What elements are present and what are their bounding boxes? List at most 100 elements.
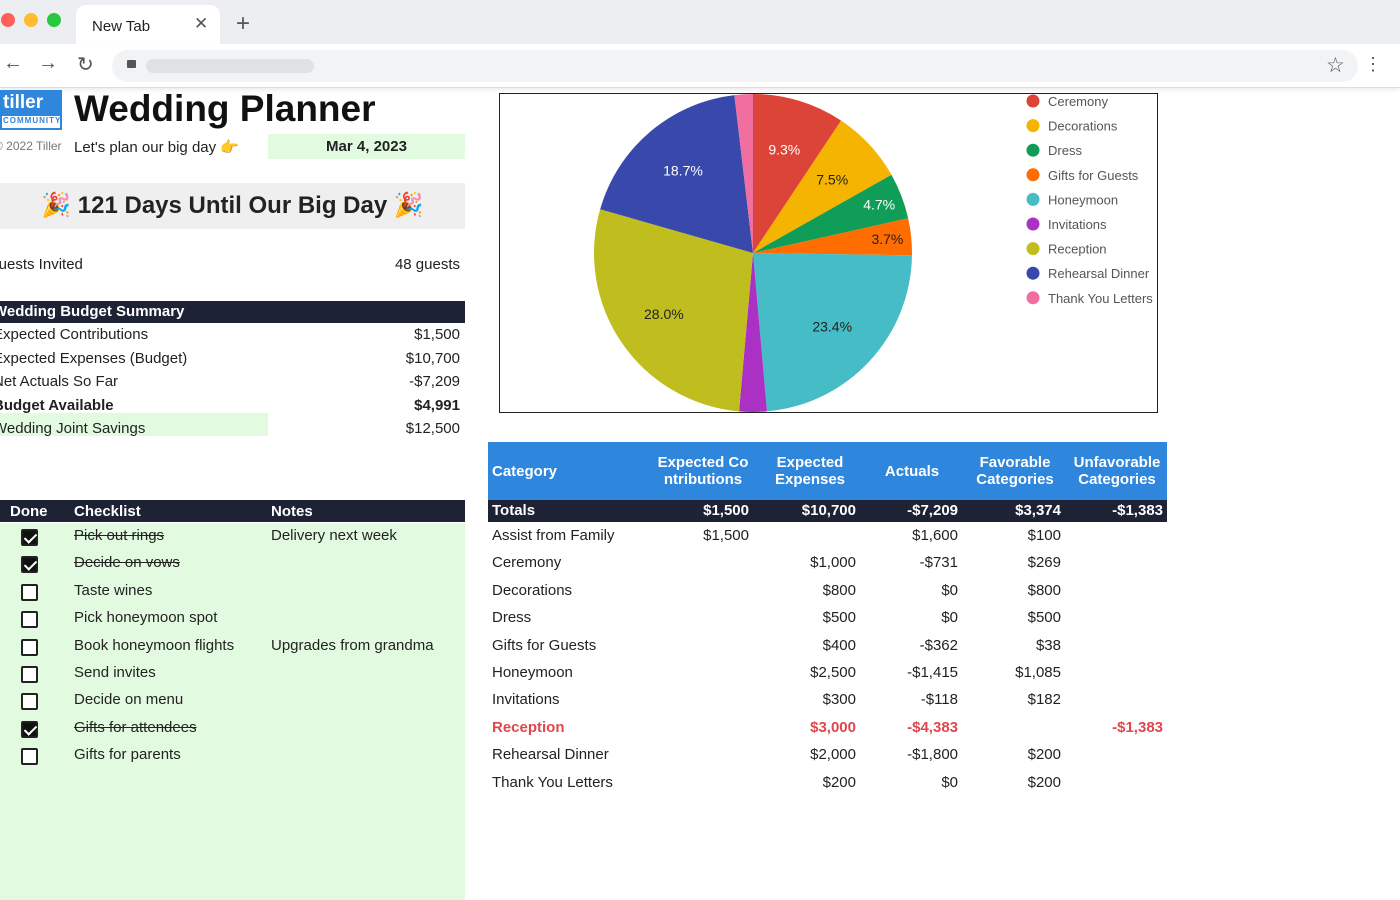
category-cell: Assist from Family (492, 527, 615, 544)
checklist-header: Done Checklist Notes (0, 500, 465, 522)
category-cell: Gifts for Guests (492, 636, 597, 654)
col-header-label: Unfavorable Categories (1073, 454, 1161, 488)
category-cell: Reception (492, 718, 565, 736)
checklist-note[interactable]: Delivery next week (271, 527, 397, 544)
category-cell: Decorations (492, 581, 573, 599)
done-checkbox[interactable] (21, 529, 38, 546)
guests-label: Guests Invited (0, 256, 83, 273)
table-cell: $500 (1027, 609, 1061, 627)
table-cell: $0 (941, 609, 958, 627)
checklist-task[interactable]: Gifts for attendees (74, 718, 197, 736)
totals-cell: -$7,209 (907, 502, 958, 519)
col-checklist: Checklist (74, 503, 141, 520)
pie-slice-gifts-for-guests[interactable] (753, 218, 912, 256)
expense-pie-chart: 9.3% 7.5% 4.7% 3.7% 23.4% 28.0% 18.7% Ceremony D… (499, 93, 1158, 413)
tab-title: New Tab (92, 18, 151, 35)
legend-label: Rehearsal Dinner (1048, 266, 1150, 281)
table-cell: $200 (1027, 773, 1061, 791)
table-cell: $38 (1035, 636, 1061, 654)
url-placeholder (146, 59, 314, 73)
col-header-label: Actuals (884, 462, 940, 480)
checklist-task[interactable]: Book honeymoon flights (74, 636, 235, 654)
table-cell: $1,000 (810, 554, 856, 572)
pie-slice-dress[interactable] (753, 174, 909, 253)
checklist-task[interactable]: Taste wines (74, 581, 153, 599)
address-bar[interactable] (112, 50, 1358, 82)
table-cell: -$1,383 (1112, 718, 1163, 736)
table-cell: $200 (1027, 746, 1061, 764)
legend-swatch (1026, 119, 1040, 133)
back-icon[interactable]: ← (3, 52, 23, 74)
legend-swatch (1026, 291, 1040, 305)
legend-label: Thank You Letters (1048, 291, 1153, 306)
totals-cell: $3,374 (1015, 502, 1061, 519)
col-header: Expected Expenses (760, 442, 860, 500)
pie-slice-invitations[interactable] (739, 253, 767, 412)
pie-slice-decorations[interactable] (753, 120, 892, 253)
done-checkbox[interactable] (21, 556, 38, 574)
table-cell: $100 (1027, 527, 1061, 544)
category-cell: Invitations (492, 691, 560, 709)
checklist-task[interactable]: Decide on menu (74, 691, 184, 709)
checklist-note[interactable]: Upgrades from grandma (271, 636, 434, 654)
maximize-window-button[interactable] (47, 13, 61, 27)
col-done: Done (10, 503, 48, 520)
countdown-banner: 🎉 121 Days Until Our Big Day 🎉 (0, 183, 465, 229)
checklist-task[interactable]: Pick out rings (74, 527, 165, 544)
pie-slice-rehearsal-dinner[interactable] (600, 95, 753, 253)
tiller-logo: tiller COMMUNITY (0, 90, 62, 130)
menu-icon[interactable]: ⋮ (1364, 54, 1382, 74)
guests-value: 48 guests (394, 256, 460, 273)
minimize-window-button[interactable] (24, 13, 38, 27)
close-tab-icon[interactable]: ✕ (194, 14, 209, 33)
legend-label: Gifts for Guests (1048, 168, 1139, 183)
close-window-button[interactable] (1, 13, 15, 27)
done-checkbox[interactable] (21, 666, 38, 683)
bookmark-star-icon[interactable]: ☆ (1326, 54, 1345, 77)
totals-row: Totals $1,500 $10,700 -$7,209 $3,374 -$1,383 (488, 500, 1167, 522)
table-cell: -$731 (919, 554, 958, 572)
table-cell: -$1,415 (907, 664, 958, 681)
done-checkbox[interactable] (21, 611, 38, 629)
budget-value: -$7,209 (409, 373, 460, 390)
table-cell: $0 (941, 581, 958, 599)
checklist-area (0, 523, 465, 900)
pie-slice-honeymoon[interactable] (753, 253, 912, 412)
budget-label: Expected Contributions (0, 326, 149, 343)
done-checkbox[interactable] (21, 748, 38, 766)
forward-icon[interactable]: → (38, 52, 58, 74)
pie-slice-ceremony[interactable] (753, 94, 842, 253)
totals-cell: Totals (492, 502, 536, 519)
checklist-task[interactable]: Gifts for parents (74, 746, 181, 764)
totals-cell: $10,700 (801, 502, 856, 519)
budget-value: $10,700 (405, 349, 460, 367)
pie-slice-reception[interactable] (594, 209, 753, 412)
done-checkbox[interactable] (21, 720, 38, 738)
budget-value: $1,500 (414, 326, 460, 343)
done-checkbox[interactable] (21, 638, 38, 656)
legend-swatch (1026, 94, 1040, 108)
date-cell[interactable]: Mar 4, 2023 (268, 134, 465, 159)
table-cell: $2,000 (810, 746, 856, 764)
reload-icon[interactable]: ↻ (77, 54, 94, 76)
legend-swatch (1026, 143, 1040, 157)
tab-bar: New Tab ✕ + (0, 0, 1400, 44)
pie-label: 23.4% (812, 319, 852, 335)
new-tab-icon[interactable]: + (236, 10, 251, 37)
legend-swatch (1026, 168, 1040, 182)
pie-label: 4.7% (863, 197, 895, 213)
done-checkbox[interactable] (21, 583, 38, 601)
checklist-task[interactable]: Decide on vows (74, 554, 180, 572)
checklist-task[interactable]: Pick honeymoon spot (74, 609, 218, 627)
browser-tab[interactable]: New Tab ✕ (76, 5, 220, 44)
checklist-task[interactable]: Send invites (74, 664, 156, 681)
done-checkbox[interactable] (21, 693, 38, 711)
col-header: Expected Contributions (653, 442, 753, 500)
category-cell: Thank You Letters (492, 773, 613, 791)
table-cell: $800 (822, 581, 856, 599)
table-cell: -$118 (920, 691, 958, 709)
table-cell: $500 (822, 609, 856, 627)
table-cell: -$362 (919, 636, 958, 654)
pie-slice-thank-you-letters[interactable] (734, 94, 753, 253)
legend-label: Decorations (1048, 119, 1118, 134)
